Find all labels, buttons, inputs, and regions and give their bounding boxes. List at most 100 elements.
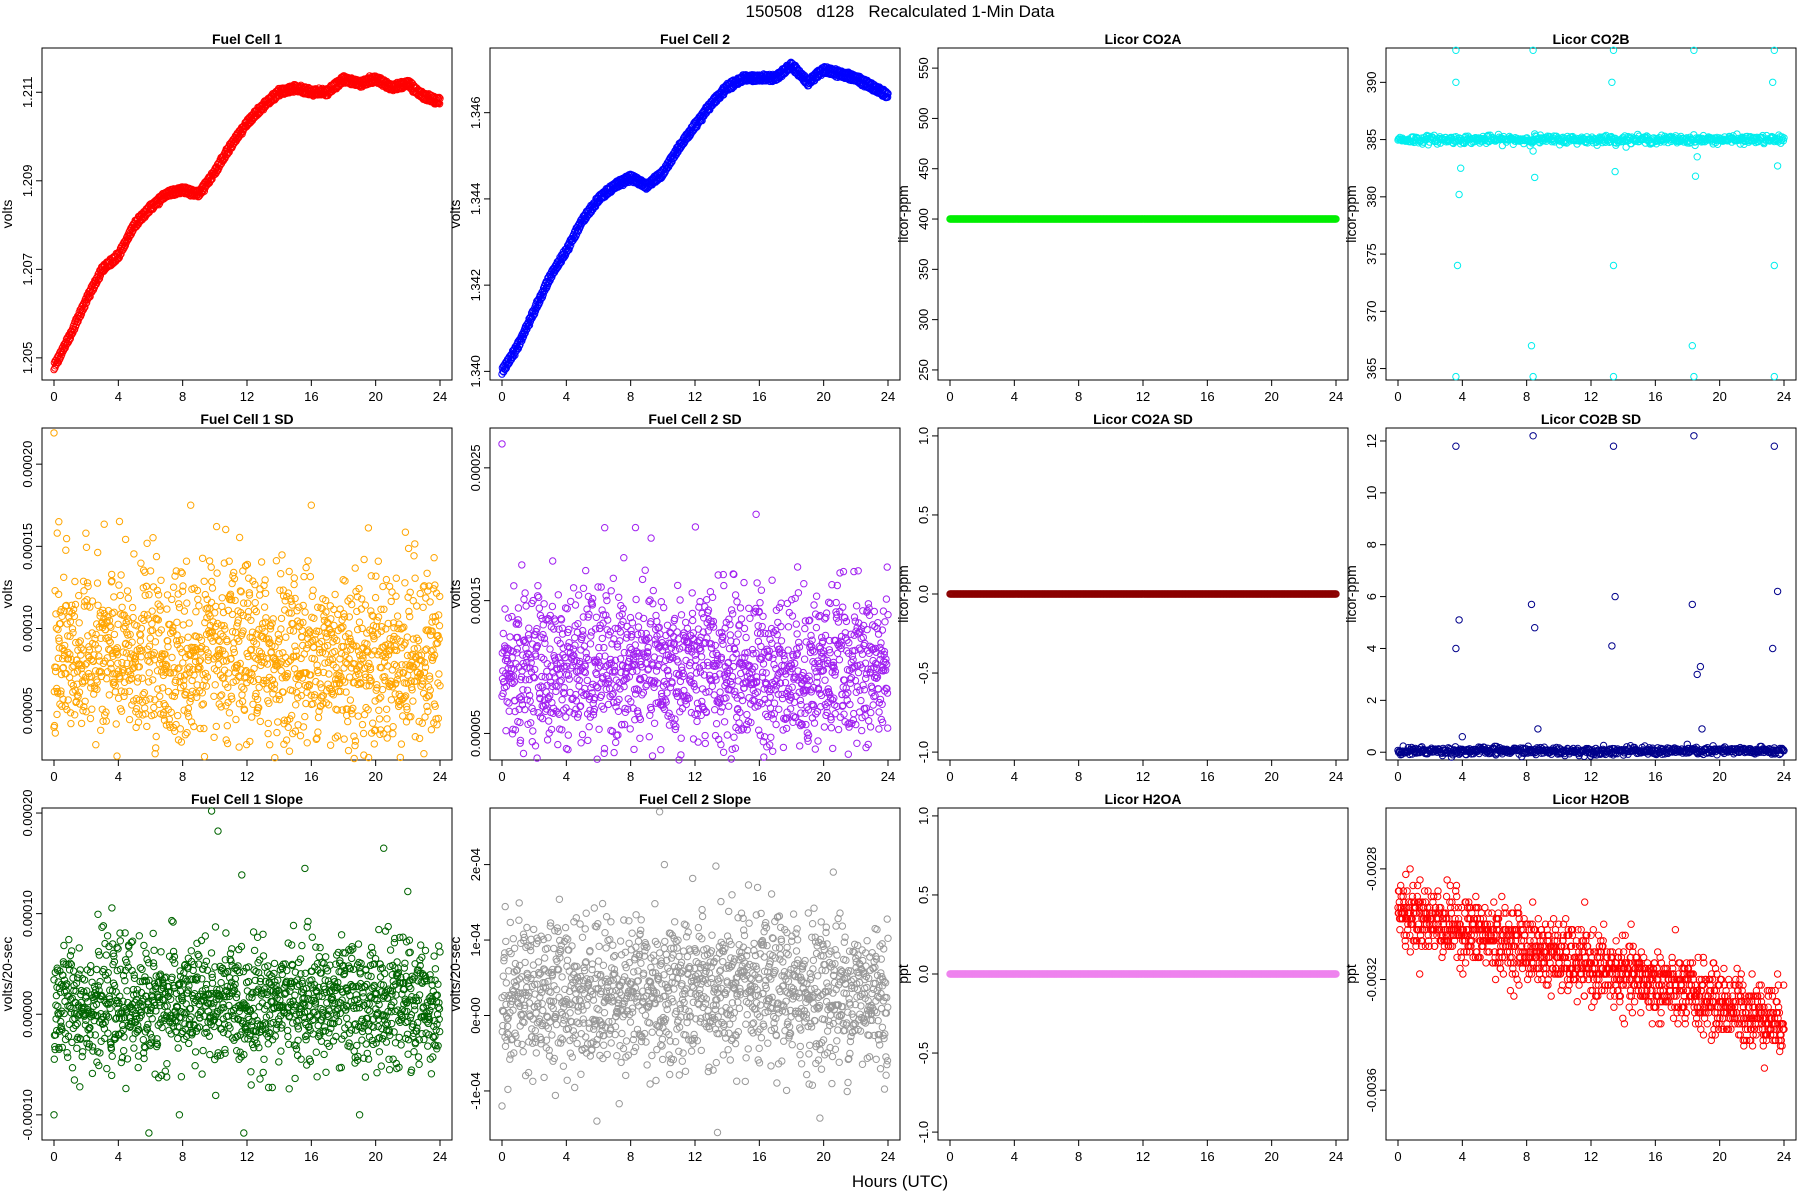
x-tick-label: 24: [1329, 389, 1343, 404]
x-tick-label: 16: [304, 389, 318, 404]
y-tick-label: 0.00005: [468, 710, 483, 757]
data-point: [235, 533, 244, 542]
data-point: [82, 529, 90, 537]
data-point: [310, 614, 318, 622]
y-tick-label: 0.00015: [20, 523, 35, 570]
data-point: [257, 558, 266, 566]
panel-title: Fuel Cell 1: [212, 31, 282, 47]
data-point: [112, 720, 120, 728]
data-point: [260, 603, 269, 611]
data-point: [105, 691, 114, 699]
data-point: [53, 710, 61, 719]
y-tick-label: 1.207: [20, 253, 35, 286]
data-point: [329, 638, 337, 646]
data-point: [586, 640, 595, 648]
data-point: [518, 561, 526, 569]
data-point: [382, 575, 391, 584]
data-point: [436, 94, 444, 103]
data-point: [255, 683, 263, 691]
data-point: [157, 576, 165, 584]
x-tick-label: 8: [627, 769, 634, 784]
data-point: [113, 752, 121, 760]
data-point: [145, 669, 153, 677]
data-point: [1529, 372, 1537, 381]
data-point: [200, 577, 208, 585]
data-point: [145, 591, 153, 599]
y-tick-label: 0.00015: [468, 577, 483, 624]
data-point: [86, 292, 94, 301]
data-point: [353, 625, 362, 634]
data-point: [582, 566, 590, 575]
data-point: [543, 736, 552, 744]
data-point: [577, 739, 585, 747]
data-point: [597, 691, 606, 699]
data-point: [192, 608, 200, 616]
data-point: [370, 740, 378, 748]
x-tick-label: 12: [688, 769, 702, 784]
data-point: [125, 715, 134, 724]
data-point: [612, 738, 620, 747]
y-tick-label: 1.211: [20, 76, 35, 108]
data-point: [251, 599, 259, 607]
data-point: [143, 722, 151, 731]
data-point: [1691, 172, 1700, 180]
data-point: [345, 613, 353, 621]
data-point: [343, 647, 351, 655]
data-point: [411, 540, 419, 548]
data-point: [431, 581, 439, 589]
data-point: [1773, 162, 1782, 170]
x-tick-label: 24: [433, 769, 447, 784]
data-point: [1609, 261, 1618, 270]
data-point: [594, 684, 602, 692]
data-point: [183, 599, 191, 607]
data-point: [360, 555, 368, 564]
data-point: [539, 621, 547, 629]
data-point: [232, 715, 240, 724]
data-points: [498, 58, 892, 378]
data-point: [222, 525, 230, 534]
data-point: [140, 689, 149, 697]
data-point: [579, 631, 587, 639]
data-point: [152, 552, 161, 561]
data-point: [430, 554, 438, 562]
data-point: [361, 601, 370, 609]
data-point: [200, 752, 209, 761]
x-tick-label: 16: [304, 769, 318, 784]
data-point: [563, 247, 571, 255]
data-point: [371, 593, 380, 602]
data-point: [770, 75, 778, 84]
data-point: [184, 704, 193, 713]
data-point: [285, 567, 293, 576]
data-point: [185, 619, 193, 627]
data-point: [266, 741, 274, 749]
data-point: [117, 707, 126, 715]
data-point: [411, 733, 419, 741]
data-point: [389, 723, 397, 731]
data-point: [248, 713, 256, 721]
data-point: [94, 601, 102, 609]
data-point: [575, 591, 583, 599]
data-point: [580, 642, 589, 650]
data-point: [212, 722, 221, 731]
data-point: [110, 608, 118, 616]
data-point: [391, 642, 399, 650]
data-point: [364, 524, 373, 532]
x-tick-label: 4: [115, 769, 122, 784]
y-tick-label: 1.205: [20, 342, 35, 375]
data-point: [278, 551, 286, 559]
data-point: [88, 705, 96, 713]
data-point: [344, 717, 352, 726]
data-point: [435, 100, 444, 108]
data-point: [528, 738, 536, 746]
data-point: [256, 585, 264, 593]
data-point: [525, 624, 533, 632]
x-tick-label: 16: [1200, 389, 1214, 404]
data-point: [626, 725, 634, 733]
data-point: [1690, 372, 1698, 381]
data-point: [516, 718, 524, 727]
y-tick-label: 450: [916, 158, 931, 180]
data-point: [115, 517, 124, 526]
data-point: [336, 605, 344, 613]
